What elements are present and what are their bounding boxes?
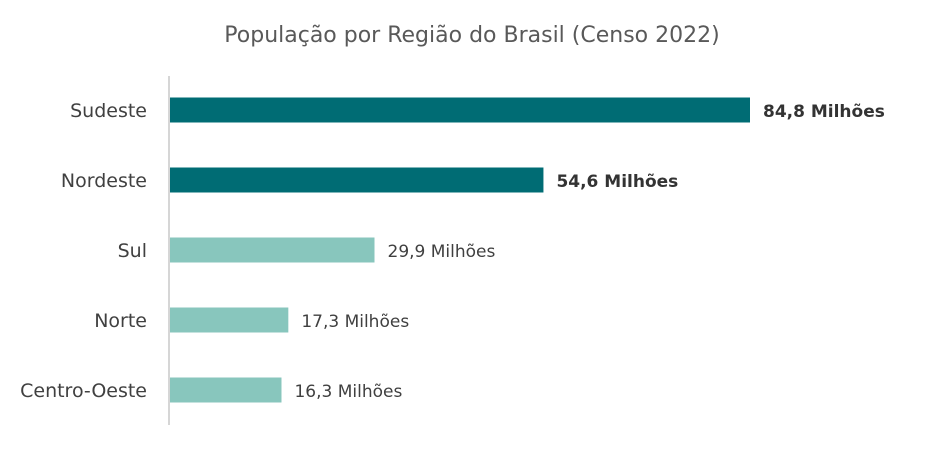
category-label-nordeste: Nordeste	[61, 170, 147, 192]
value-label-norte: 17,3 Milhões	[301, 312, 409, 332]
bar-nordeste	[170, 167, 544, 193]
bar-centro-oeste	[170, 377, 282, 403]
value-label-centro-oeste: 16,3 Milhões	[294, 382, 402, 402]
category-label-sul: Sul	[118, 240, 147, 262]
value-label-sul: 29,9 Milhões	[388, 242, 496, 262]
bar-sul	[170, 237, 375, 263]
bars-group: Sudeste 84,8 Milhões Nordeste 54,6 Milhões S…	[20, 97, 885, 403]
chart-title: População por Região do Brasil (Censo 20…	[224, 23, 719, 48]
category-label-centro-oeste: Centro-Oeste	[20, 380, 147, 402]
category-label-sudeste: Sudeste	[70, 100, 147, 122]
value-label-nordeste: 54,6 Milhões	[556, 172, 678, 192]
bar-norte	[170, 307, 289, 333]
category-label-norte: Norte	[94, 310, 147, 332]
value-label-sudeste: 84,8 Milhões	[763, 102, 885, 122]
bar-sudeste	[170, 97, 750, 123]
